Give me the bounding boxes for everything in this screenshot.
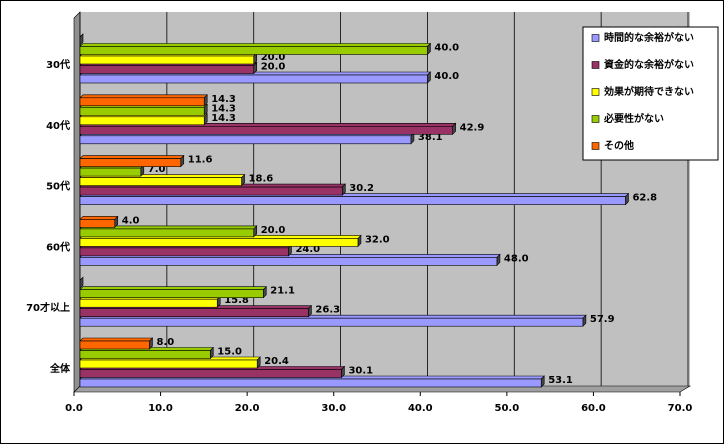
value-label: 7.0 bbox=[148, 164, 166, 175]
bar-top bbox=[79, 94, 208, 99]
y-tick-label: 70才以上 bbox=[26, 301, 70, 314]
bar bbox=[79, 55, 255, 65]
value-label: 53.1 bbox=[548, 375, 573, 386]
bar bbox=[79, 135, 412, 145]
x-tick-label: 0.0 bbox=[65, 403, 83, 414]
legend-box bbox=[582, 26, 719, 161]
value-label: 20.0 bbox=[261, 62, 286, 73]
x-tick-label: 10.0 bbox=[148, 403, 173, 414]
bar bbox=[79, 369, 342, 378]
value-label: 21.1 bbox=[270, 286, 295, 297]
bar-top bbox=[79, 43, 432, 47]
bar-side bbox=[79, 276, 84, 289]
bar bbox=[79, 219, 116, 228]
value-label: 14.3 bbox=[211, 103, 236, 114]
legend-label: 資金的な余裕がない bbox=[604, 58, 694, 71]
value-label: 4.0 bbox=[122, 215, 140, 226]
x-tick-label: 20.0 bbox=[235, 403, 260, 414]
value-label: 40.0 bbox=[434, 43, 459, 54]
value-label: 15.8 bbox=[224, 295, 249, 306]
value-label: 20.4 bbox=[264, 356, 289, 367]
value-label: 14.3 bbox=[211, 94, 236, 105]
bar bbox=[79, 97, 205, 107]
value-label: 42.9 bbox=[460, 122, 485, 133]
bar-side bbox=[79, 33, 84, 46]
x-tick-label: 30.0 bbox=[321, 403, 346, 414]
y-tick-label: 全体 bbox=[49, 362, 71, 375]
bar bbox=[79, 158, 182, 167]
legend-swatch bbox=[591, 61, 600, 69]
legend-label: 効果が期待できない bbox=[604, 85, 694, 98]
value-label: 14.3 bbox=[211, 113, 236, 124]
bar bbox=[79, 350, 211, 359]
bar bbox=[79, 340, 150, 350]
bar bbox=[79, 378, 542, 388]
value-label: 20.0 bbox=[261, 52, 286, 63]
value-label: 62.8 bbox=[632, 193, 657, 204]
bar bbox=[79, 298, 218, 308]
value-label: 38.1 bbox=[418, 132, 443, 143]
y-tick-label: 50代 bbox=[46, 180, 70, 193]
value-label: 11.6 bbox=[188, 155, 213, 166]
bar-top bbox=[79, 286, 267, 291]
legend-swatch bbox=[591, 88, 600, 96]
y-tick-label: 30代 bbox=[46, 58, 70, 71]
bar-top bbox=[79, 337, 154, 342]
bar bbox=[79, 247, 289, 257]
legend-label: 時間的な余裕がない bbox=[604, 31, 694, 44]
legend-swatch bbox=[591, 142, 600, 150]
y-tick-label: 40代 bbox=[46, 119, 70, 132]
bar bbox=[79, 238, 359, 247]
value-label: 20.0 bbox=[261, 225, 286, 236]
value-label: 15.0 bbox=[217, 347, 242, 358]
value-label: 57.9 bbox=[590, 314, 615, 325]
bar bbox=[79, 196, 626, 205]
x-tick-label: 50.0 bbox=[495, 403, 520, 414]
bar bbox=[79, 65, 255, 74]
y-tick-label: 60代 bbox=[46, 240, 70, 253]
bar bbox=[79, 46, 428, 55]
bar bbox=[79, 107, 205, 116]
bar-top bbox=[79, 216, 119, 220]
legend-swatch bbox=[591, 34, 600, 42]
bar bbox=[79, 116, 205, 126]
value-label: 26.3 bbox=[315, 305, 340, 316]
bar bbox=[79, 167, 142, 177]
bar bbox=[79, 289, 264, 299]
value-label: 40.0 bbox=[434, 71, 459, 82]
bar bbox=[79, 186, 343, 196]
value-label: 30.2 bbox=[349, 183, 374, 194]
value-label: 48.0 bbox=[504, 253, 529, 264]
legend-label: 必要性がない bbox=[603, 112, 664, 125]
bar-top bbox=[79, 155, 185, 159]
value-label: 32.0 bbox=[365, 234, 390, 245]
x-tick-label: 60.0 bbox=[581, 403, 606, 414]
bar bbox=[79, 126, 453, 135]
legend-label: その他 bbox=[604, 139, 634, 152]
legend-swatch bbox=[591, 115, 600, 123]
value-label: 24.0 bbox=[295, 244, 320, 255]
bar bbox=[79, 359, 258, 369]
value-label: 18.6 bbox=[249, 174, 274, 185]
value-label: 30.1 bbox=[348, 366, 373, 377]
bar bbox=[79, 74, 428, 84]
value-label: 8.0 bbox=[156, 337, 174, 348]
x-tick-label: 40.0 bbox=[408, 403, 433, 414]
bar bbox=[79, 317, 584, 327]
side-wall bbox=[73, 11, 81, 393]
bar bbox=[79, 257, 498, 266]
bar bbox=[79, 308, 309, 318]
x-tick-label: 70.0 bbox=[668, 403, 693, 414]
bar bbox=[79, 177, 242, 186]
bar bbox=[79, 228, 255, 238]
